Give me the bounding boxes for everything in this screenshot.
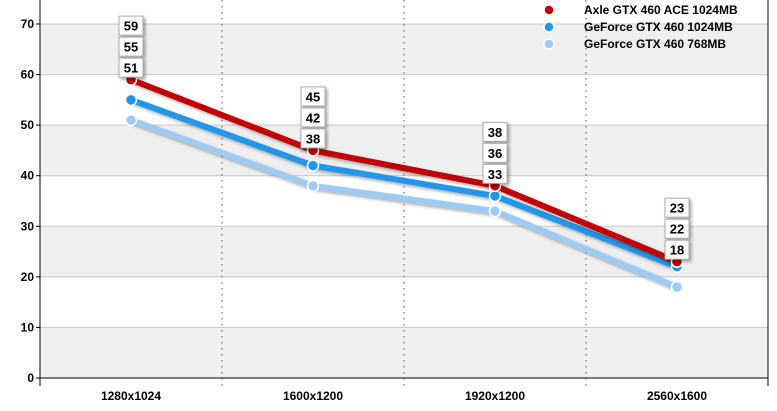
data-label: 38 [306, 131, 320, 146]
data-label: 38 [488, 125, 502, 140]
y-tick-label: 10 [21, 320, 35, 334]
x-tick-label: 1280x1024 [101, 389, 161, 403]
data-point [670, 280, 684, 294]
y-tick-label: 70 [21, 17, 35, 31]
series-line [129, 117, 679, 290]
data-point [124, 93, 138, 107]
legend-label: Axle GTX 460 ACE 1024MB [584, 3, 738, 17]
data-label-box [300, 86, 326, 107]
data-label-box [118, 36, 144, 57]
data-label: 23 [670, 201, 684, 216]
y-tick-label: 60 [21, 68, 35, 82]
y-tick-label: 20 [21, 270, 35, 284]
data-point [306, 159, 320, 172]
data-label: 42 [306, 110, 320, 125]
legend-label: GeForce GTX 460 1024MB [584, 20, 733, 34]
data-label: 33 [488, 167, 502, 182]
y-tick-label: 30 [21, 219, 35, 233]
legend-label: GeForce GTX 460 768MB [584, 37, 726, 51]
data-label: 36 [488, 146, 502, 161]
data-label-box [482, 121, 508, 142]
data-label-box [482, 142, 508, 163]
grid-band [40, 74, 768, 126]
series-line [129, 97, 679, 270]
legend-marker [543, 21, 555, 33]
grid-band [40, 327, 768, 378]
data-label-box [664, 197, 690, 218]
x-tick-label: 1600x1200 [283, 389, 343, 403]
data-label-box [300, 128, 326, 149]
x-tick-label: 1920x1200 [465, 389, 525, 403]
data-label: 18 [670, 243, 684, 258]
data-label: 22 [670, 222, 684, 237]
data-label: 59 [124, 19, 138, 34]
data-label: 51 [124, 61, 138, 76]
data-point [488, 189, 502, 203]
y-tick-label: 0 [27, 371, 34, 385]
legend-marker [543, 38, 555, 50]
data-label-box [300, 107, 326, 128]
x-tick-label: 2560x1600 [647, 389, 707, 403]
series-line [129, 76, 679, 265]
data-label-box [118, 57, 144, 78]
data-point [306, 179, 320, 193]
data-label-box [482, 163, 508, 184]
grid-band [40, 276, 768, 328]
y-tick-label: 40 [21, 169, 35, 183]
data-label: 55 [124, 40, 138, 55]
data-point [124, 113, 138, 127]
y-tick-label: 50 [21, 118, 35, 132]
data-label-box [664, 218, 690, 239]
data-label: 45 [306, 89, 320, 104]
data-label-box [118, 15, 144, 36]
data-point [488, 204, 502, 218]
legend-marker [543, 4, 555, 16]
data-label-box [664, 239, 690, 260]
